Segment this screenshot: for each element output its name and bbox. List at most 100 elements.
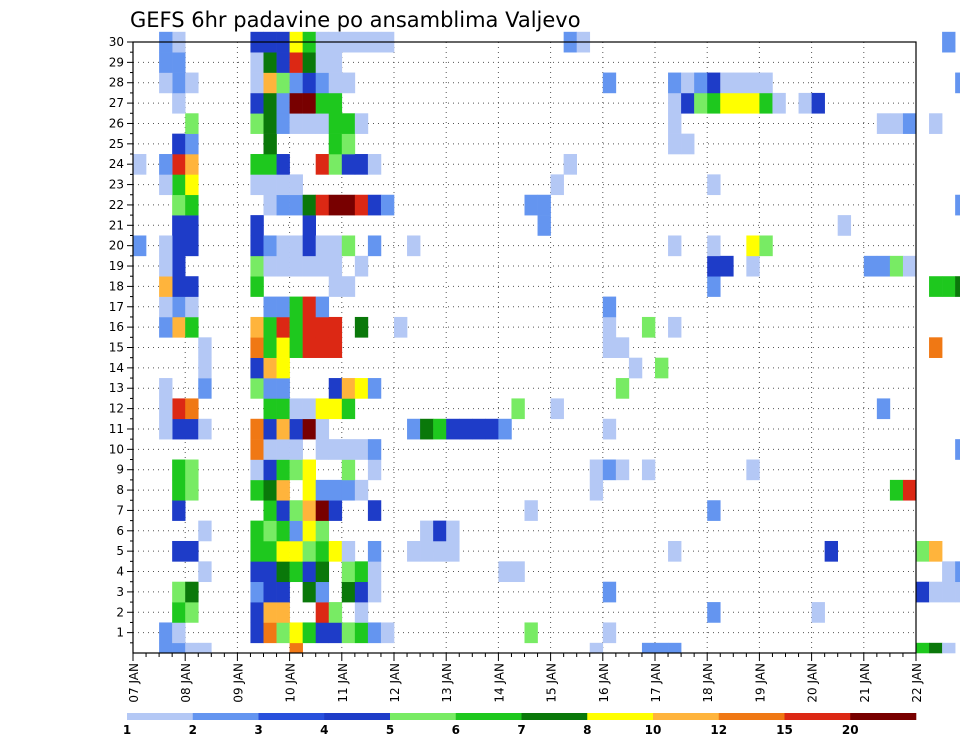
heatmap-cell (172, 316, 186, 338)
heatmap-cell (668, 316, 682, 338)
heatmap-cell (420, 418, 434, 440)
heatmap-cell (811, 92, 825, 114)
heatmap-cell (250, 154, 264, 175)
heatmap-cell (694, 92, 708, 114)
heatmap-cell (942, 642, 956, 654)
heatmap-cell (433, 520, 447, 542)
heatmap-cell (681, 92, 695, 114)
heatmap-cell (185, 194, 199, 216)
colorbar-legend: 1 2 3 4 5 6 7 8 10 12 15 20 (123, 713, 917, 737)
heatmap-cell (420, 540, 434, 562)
heatmap-cell (602, 72, 617, 94)
heatmap-cell (615, 459, 630, 481)
heatmap-cell (289, 296, 303, 318)
heatmap-cell (524, 500, 538, 521)
x-tick-label: 21 JAN (858, 663, 872, 703)
heatmap-cell (328, 500, 343, 521)
heatmap-cell (876, 113, 891, 134)
heatmap-cell (289, 174, 303, 196)
y-tick-label: 30 (109, 35, 124, 49)
heatmap-cell (524, 622, 538, 644)
colorbar-swatch (521, 713, 588, 720)
heatmap-cell (720, 72, 734, 94)
x-tick-label: 16 JAN (597, 663, 611, 703)
heatmap-cell (341, 72, 356, 94)
heatmap-cell (159, 154, 173, 175)
heatmap-cell (668, 133, 682, 155)
y-tick-label: 8 (116, 483, 124, 497)
y-tick-label: 10 (109, 442, 124, 456)
heatmap-cell (276, 52, 290, 73)
heatmap-cell (694, 72, 708, 94)
heatmap-cell (263, 72, 277, 94)
heatmap-cell (315, 622, 330, 644)
heatmap-cell (172, 235, 186, 257)
heatmap-cell (276, 459, 290, 481)
heatmap-cell (185, 154, 199, 175)
heatmap-cell (263, 459, 277, 481)
y-tick-label: 26 (109, 116, 124, 130)
heatmap-cell (354, 581, 369, 603)
heatmap-cell (354, 439, 369, 460)
heatmap-cell (328, 92, 343, 114)
heatmap-cell (380, 194, 395, 216)
heatmap-cell (942, 31, 956, 53)
heatmap-cell (537, 194, 551, 216)
heatmap-cell (916, 540, 930, 562)
y-tick-label: 13 (109, 381, 124, 395)
heatmap-cell (159, 418, 173, 440)
heatmap-cell (341, 378, 356, 399)
y-tick-label: 19 (109, 259, 124, 273)
heatmap-cell (276, 154, 290, 175)
heatmap-cell (498, 418, 512, 440)
heatmap-cell (198, 357, 212, 379)
heatmap-cell (341, 581, 356, 603)
heatmap-cell (302, 500, 316, 521)
heatmap-cell (263, 113, 277, 134)
heatmap-cell (172, 133, 186, 155)
colorbar-label: 6 (452, 723, 460, 737)
heatmap-cell (302, 215, 316, 236)
heatmap-cell (354, 194, 369, 216)
heatmap-cell (198, 418, 212, 440)
heatmap-cell (185, 418, 199, 440)
heatmap-cell (459, 418, 473, 440)
heatmap-cell (302, 316, 316, 338)
heatmap-cell (302, 622, 316, 644)
heatmap-cell (589, 479, 604, 501)
heatmap-cell (159, 52, 173, 73)
heatmap-cell (328, 337, 343, 358)
heatmap-cell (250, 276, 264, 297)
heatmap-cell (315, 540, 330, 562)
x-tick-label: 14 JAN (492, 663, 506, 703)
heatmap-cell (276, 398, 290, 420)
heatmap-cell (602, 296, 617, 318)
y-tick-label: 15 (109, 341, 124, 355)
heatmap-cell (276, 418, 290, 440)
y-tick-label: 5 (116, 544, 124, 558)
x-tick-label: 18 JAN (701, 663, 715, 703)
heatmap-cell (263, 296, 277, 318)
y-tick-label: 2 (116, 605, 124, 619)
colorbar-label: 2 (189, 723, 197, 737)
heatmap-cell (263, 561, 277, 583)
heatmap-cell (328, 439, 343, 460)
heatmap-cell (159, 622, 173, 644)
heatmap-cell (328, 398, 343, 420)
heatmap-cell (328, 316, 343, 338)
heatmap-cell (198, 642, 212, 654)
heatmap-cell (276, 500, 290, 521)
heatmap-cell (641, 642, 656, 654)
heatmap-cell (185, 642, 199, 654)
x-tick-label: 08 JAN (179, 663, 193, 703)
heatmap-cell (707, 276, 721, 297)
heatmap-cell (302, 92, 316, 114)
heatmap-cell (341, 398, 356, 420)
heatmap-cell (955, 581, 960, 603)
colorbar-swatch (324, 713, 391, 720)
heatmap-cell (772, 92, 786, 114)
heatmap-cell (289, 500, 303, 521)
heatmap-cell (328, 602, 343, 623)
heatmap-cell (289, 194, 303, 216)
